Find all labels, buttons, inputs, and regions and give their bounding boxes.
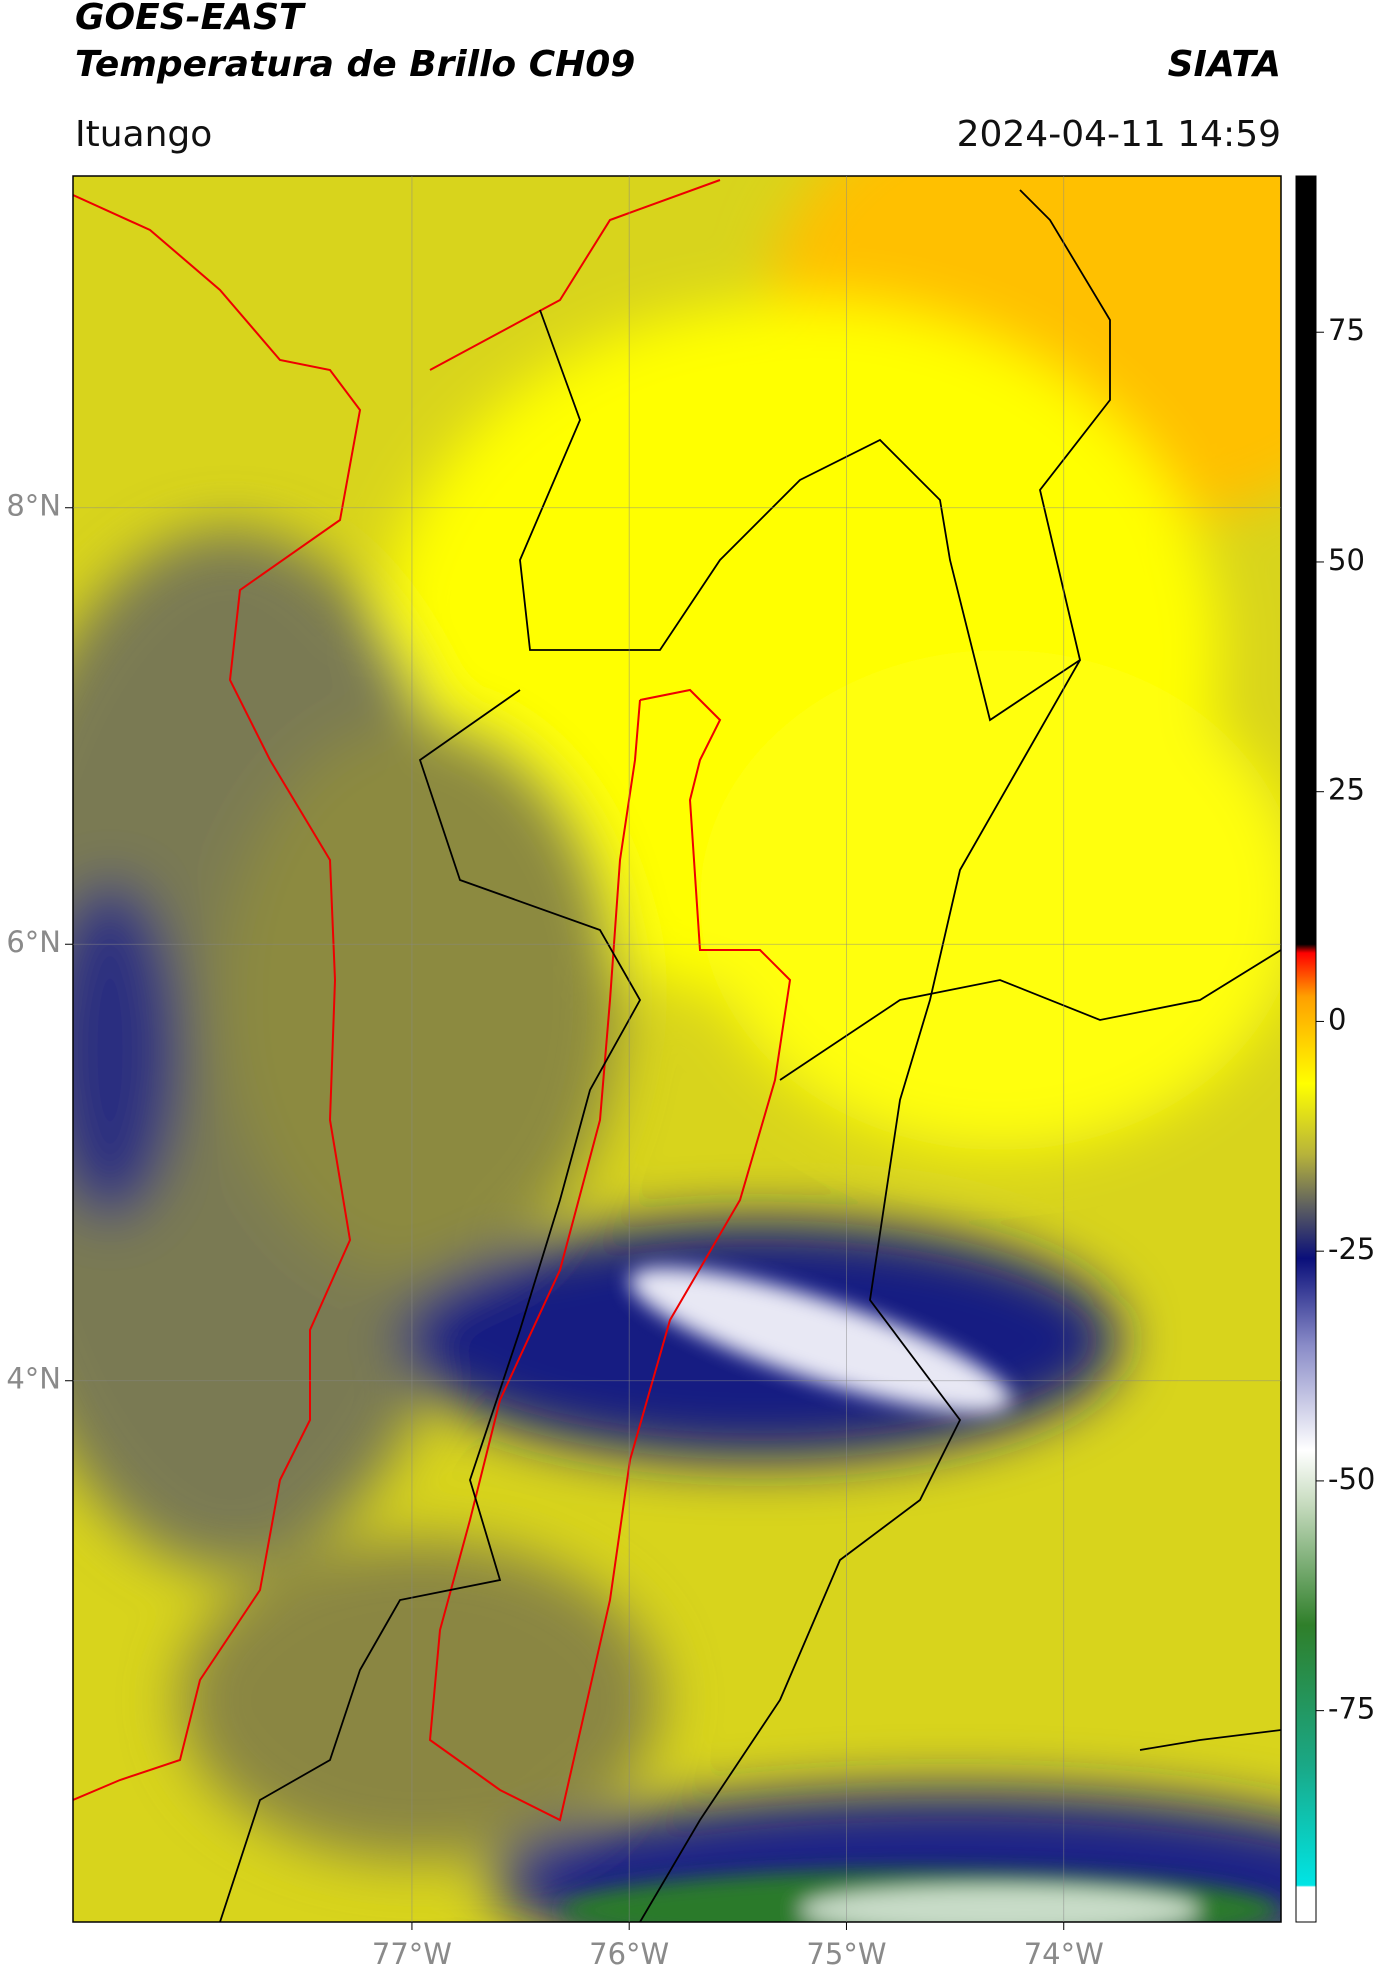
colorbar-tick-label: 25 [1328,773,1365,807]
colorbar-tick-label: -75 [1328,1692,1375,1726]
title: GOES-EAST [75,0,306,38]
x-tick-label: 77°W [372,1937,452,1971]
colorbar-tick-label: 50 [1328,543,1365,577]
map-frame [72,175,1282,1923]
y-tick-label: 6°N [6,925,61,959]
x-tick-label: 76°W [589,1937,669,1971]
x-tick-label: 74°W [1024,1937,1104,1971]
colorbar-tick-label: 75 [1328,313,1365,347]
source: SIATA [1168,44,1281,85]
colorbar [1295,175,1317,1923]
datetime: 2024-04-11 14:59 [957,114,1281,155]
satellite-image [73,176,1281,1922]
subtitle: Temperatura de Brillo CH09 [75,44,635,85]
location: Ituango [75,114,212,155]
y-tick-label: 4°N [6,1362,61,1396]
colorbar-tick-label: -50 [1328,1462,1375,1496]
x-tick-label: 75°W [806,1937,886,1971]
y-tick-label: 8°N [6,489,61,523]
colorbar-tick-label: -25 [1328,1232,1375,1266]
colorbar-tick-label: 0 [1328,1002,1346,1036]
